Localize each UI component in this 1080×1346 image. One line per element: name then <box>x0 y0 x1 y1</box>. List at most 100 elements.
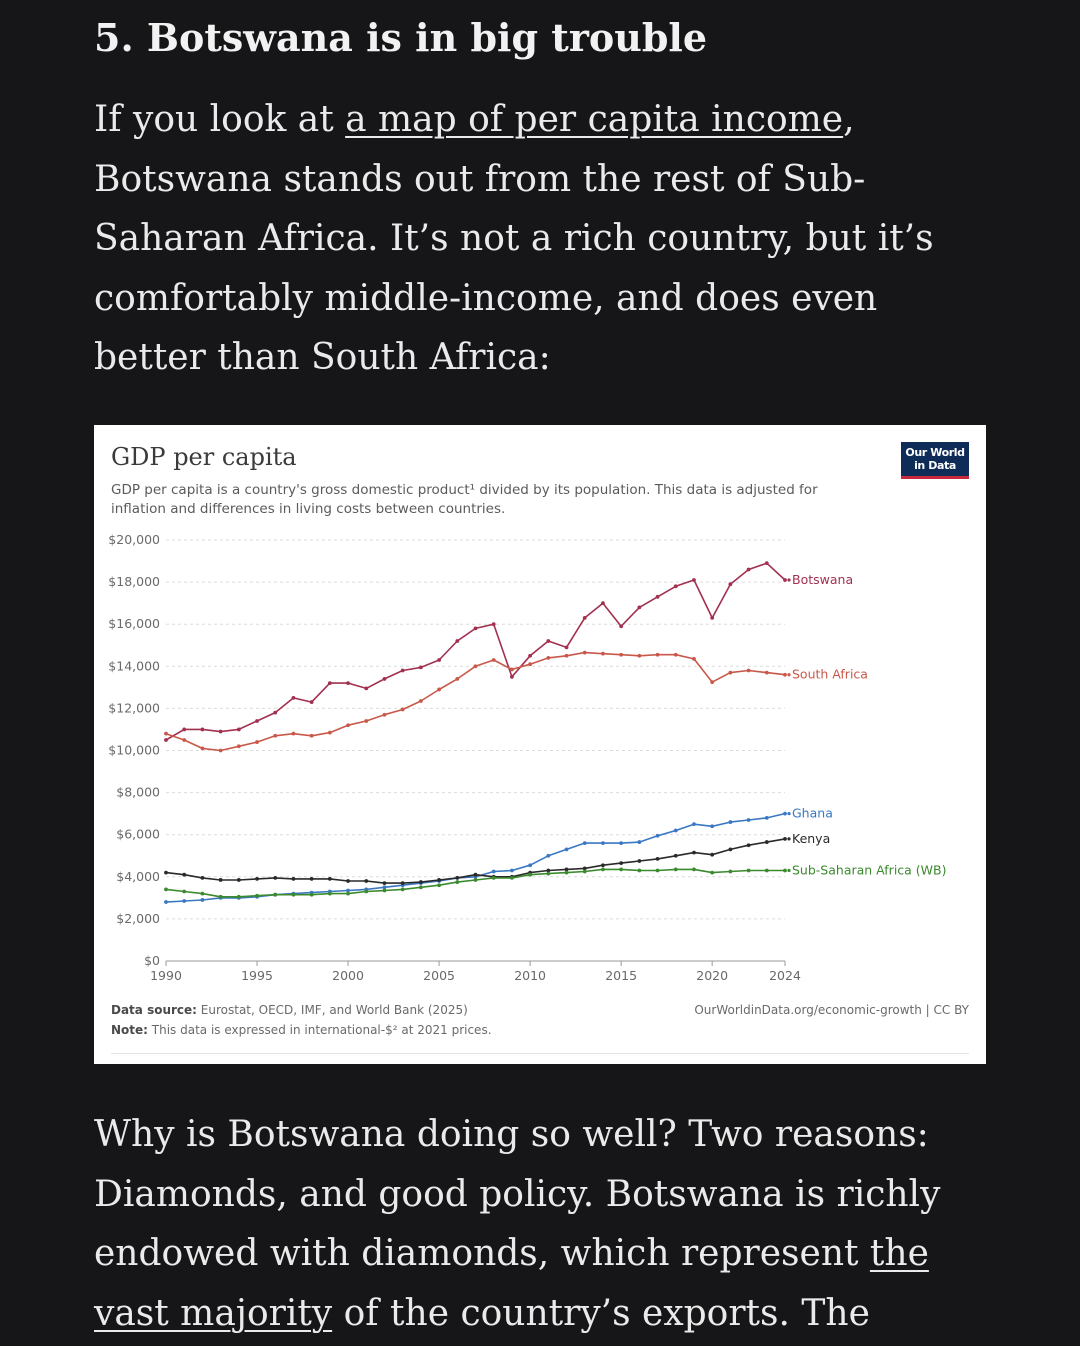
y-tick-label: $18,000 <box>108 574 160 589</box>
data-point <box>655 652 660 657</box>
data-point <box>637 653 642 658</box>
data-point <box>764 561 769 566</box>
data-point <box>783 578 787 582</box>
data-point <box>200 898 205 902</box>
data-point <box>528 662 533 667</box>
data-point <box>619 867 624 872</box>
series-label-marker <box>787 868 791 873</box>
chart-attribution[interactable]: OurWorldinData.org/economic-growth | CC … <box>694 1003 969 1017</box>
data-point <box>619 652 624 657</box>
vast-majority-link[interactable]: the vast majority <box>94 1233 929 1334</box>
data-point <box>437 658 441 662</box>
data-point <box>673 828 678 833</box>
data-point <box>437 878 441 882</box>
data-point <box>746 868 751 873</box>
note-label: Note: <box>111 1023 148 1037</box>
data-point <box>309 700 314 704</box>
chart-footer-notes: Data source: Eurostat, OECD, IMF, and Wo… <box>111 1000 492 1040</box>
data-point <box>346 879 350 883</box>
data-point <box>437 687 441 692</box>
owid-logo[interactable]: Our World in Data <box>901 442 969 479</box>
data-point <box>346 888 350 893</box>
data-point <box>327 730 332 735</box>
data-point <box>582 866 587 871</box>
data-point <box>309 877 314 881</box>
y-tick-label: $20,000 <box>108 532 160 547</box>
y-tick-label: $10,000 <box>108 743 160 758</box>
data-point <box>619 841 624 846</box>
data-point <box>182 738 187 742</box>
data-point <box>291 695 296 700</box>
data-point <box>491 869 496 874</box>
data-point <box>746 668 751 673</box>
data-point <box>491 658 496 662</box>
data-point <box>273 710 278 715</box>
data-point <box>473 878 478 882</box>
data-point <box>255 893 259 898</box>
data-point <box>400 881 405 886</box>
data-point <box>728 582 733 587</box>
data-point <box>564 867 569 872</box>
data-point <box>473 872 478 877</box>
data-point <box>491 875 496 880</box>
data-point <box>164 731 168 736</box>
series-label: Ghana <box>792 806 833 821</box>
data-point <box>564 870 569 875</box>
data-point <box>236 894 241 899</box>
note-text: This data is expressed in international-… <box>147 1023 492 1037</box>
data-point <box>273 875 278 880</box>
data-point <box>619 624 624 629</box>
data-point <box>455 880 460 884</box>
data-point <box>546 868 551 873</box>
data-point <box>783 811 787 816</box>
x-tick-label: 2005 <box>423 968 455 983</box>
data-point <box>528 872 533 877</box>
series-label: Sub-Saharan Africa (WB) <box>792 862 947 877</box>
data-point <box>455 875 460 880</box>
data-point <box>692 578 696 582</box>
owid-logo-line1: Our World <box>905 446 965 459</box>
data-point <box>364 879 369 883</box>
data-point <box>164 870 168 875</box>
data-point <box>218 894 223 899</box>
data-point <box>764 815 769 820</box>
x-tick-label: 1995 <box>241 968 273 983</box>
data-point <box>346 891 350 896</box>
data-point <box>309 733 314 738</box>
data-point <box>364 686 369 691</box>
data-point <box>764 670 769 675</box>
intro-text-end: , Botswana stands out from the rest of S… <box>94 99 934 378</box>
data-point <box>382 888 387 893</box>
data-point <box>655 833 660 838</box>
data-point <box>510 868 514 873</box>
y-tick-label: $14,000 <box>108 658 160 673</box>
data-point <box>182 889 187 894</box>
data-point <box>746 818 751 822</box>
data-point <box>346 681 350 686</box>
data-point <box>455 677 460 681</box>
y-tick-label: $2,000 <box>116 911 160 926</box>
data-point <box>164 738 168 742</box>
owid-logo-line2: in Data <box>914 458 956 472</box>
data-point <box>764 868 769 873</box>
data-point <box>200 746 205 751</box>
data-point <box>400 887 405 892</box>
y-tick-label: $12,000 <box>108 700 160 715</box>
data-point <box>255 740 259 744</box>
data-point <box>564 653 569 658</box>
data-point <box>418 885 423 890</box>
data-point <box>655 868 660 873</box>
data-point <box>255 719 259 723</box>
data-point <box>783 837 787 841</box>
gdp-line-chart: $0 $2,000 $4,000 $6,000 $8,000 $10,000 $12,000… <box>108 532 947 983</box>
data-point <box>382 885 387 890</box>
gdp-chart-figure: GDP per capita GDP per capita is a count… <box>94 425 986 1064</box>
data-point <box>473 626 478 631</box>
series-label-marker <box>787 837 791 841</box>
data-point <box>673 867 678 872</box>
series-label: Botswana <box>792 572 853 587</box>
data-point <box>783 868 787 873</box>
per-capita-income-map-link[interactable]: a map of per capita income <box>345 99 844 140</box>
data-point <box>364 889 369 894</box>
data-point <box>582 869 587 874</box>
